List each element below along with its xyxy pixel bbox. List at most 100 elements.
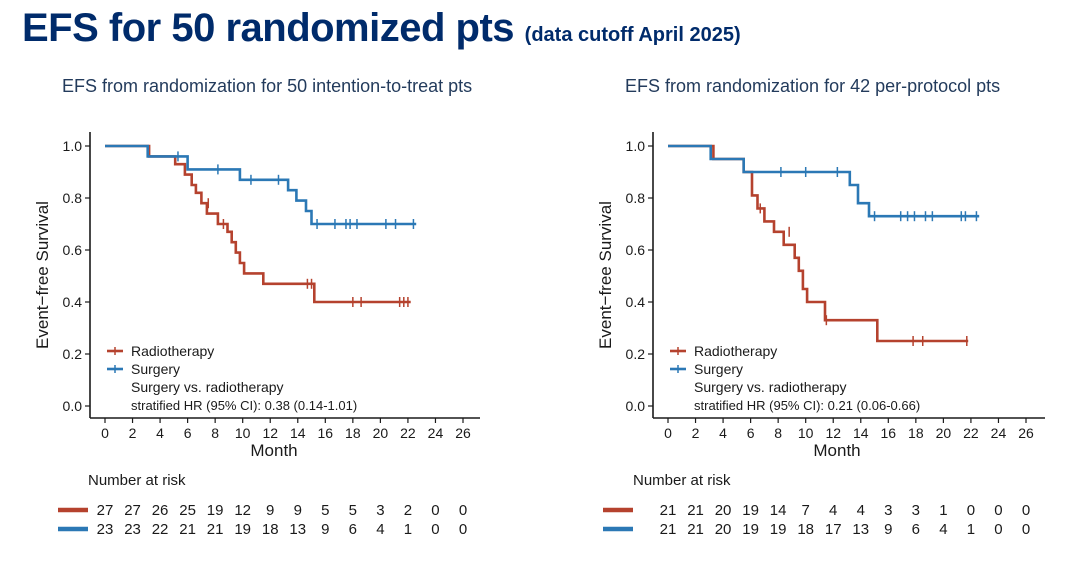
risk-value-radiotherapy: 27	[97, 502, 114, 519]
risk-value-radiotherapy: 0	[431, 502, 439, 519]
x-tick-label: 4	[156, 425, 164, 441]
km-line-surgery	[668, 144, 980, 218]
legend-label-surgery: Surgery	[694, 361, 743, 377]
risk-value-surgery: 18	[797, 521, 814, 538]
y-tick-label: 0.6	[626, 242, 646, 258]
y-tick-label: 0.8	[626, 190, 646, 206]
legend-label-radiotherapy: Radiotherapy	[694, 343, 777, 359]
km-line-surgery	[105, 144, 417, 226]
risk-value-surgery: 4	[376, 521, 384, 538]
x-tick-label: 16	[881, 425, 897, 441]
risk-value-radiotherapy: 0	[459, 502, 467, 519]
risk-value-radiotherapy: 21	[687, 502, 704, 519]
x-tick-label: 22	[400, 425, 416, 441]
risk-value-radiotherapy: 12	[234, 502, 251, 519]
y-axis-label: Event−free Survival	[33, 201, 52, 349]
y-tick-label: 1.0	[63, 138, 83, 154]
x-tick-label: 26	[1018, 425, 1034, 441]
hr-annotation: stratified HR (95% CI): 0.21 (0.06-0.66)	[694, 398, 920, 413]
risk-value-radiotherapy: 20	[715, 502, 732, 519]
hr-annotation: Surgery vs. radiotherapy	[694, 379, 847, 395]
y-tick-label: 0.0	[626, 398, 646, 414]
risk-value-surgery: 20	[715, 521, 732, 538]
y-axis-label: Event−free Survival	[596, 201, 615, 349]
risk-value-radiotherapy: 9	[266, 502, 274, 519]
x-tick-label: 8	[774, 425, 782, 441]
risk-value-surgery: 21	[687, 521, 704, 538]
x-tick-label: 10	[235, 425, 251, 441]
risk-value-radiotherapy: 5	[321, 502, 329, 519]
y-tick-label: 0.8	[63, 190, 83, 206]
risk-value-radiotherapy: 19	[742, 502, 759, 519]
y-tick-label: 0.4	[63, 294, 83, 310]
risk-value-radiotherapy: 7	[802, 502, 810, 519]
x-axis-label: Month	[813, 441, 860, 460]
risk-value-radiotherapy: 3	[376, 502, 384, 519]
risk-value-surgery: 23	[124, 521, 141, 538]
risk-value-surgery: 0	[431, 521, 439, 538]
risk-value-surgery: 21	[179, 521, 196, 538]
x-tick-label: 2	[692, 425, 700, 441]
slide-subtitle: (data cutoff April 2025)	[524, 24, 741, 46]
panel-title-itt: EFS from randomization for 50 intention-…	[62, 76, 473, 96]
risk-value-radiotherapy: 14	[770, 502, 787, 519]
risk-value-surgery: 4	[939, 521, 947, 538]
y-tick-label: 1.0	[626, 138, 646, 154]
risk-value-surgery: 21	[207, 521, 224, 538]
risk-value-surgery: 1	[967, 521, 975, 538]
risk-value-surgery: 13	[289, 521, 306, 538]
x-tick-label: 18	[345, 425, 361, 441]
risk-value-radiotherapy: 27	[124, 502, 141, 519]
x-tick-label: 2	[129, 425, 137, 441]
risk-value-radiotherapy: 2	[404, 502, 412, 519]
x-tick-label: 4	[719, 425, 727, 441]
risk-value-radiotherapy: 21	[660, 502, 677, 519]
risk-value-surgery: 0	[994, 521, 1002, 538]
x-axis-label: Month	[250, 441, 297, 460]
risk-value-radiotherapy: 9	[294, 502, 302, 519]
x-tick-label: 18	[908, 425, 924, 441]
x-tick-label: 20	[936, 425, 952, 441]
y-tick-label: 0.2	[63, 346, 83, 362]
risk-value-radiotherapy: 19	[207, 502, 224, 519]
x-tick-label: 10	[798, 425, 814, 441]
risk-value-surgery: 22	[152, 521, 169, 538]
risk-value-surgery: 1	[404, 521, 412, 538]
x-tick-label: 8	[211, 425, 219, 441]
risk-value-radiotherapy: 26	[152, 502, 169, 519]
risk-value-radiotherapy: 0	[967, 502, 975, 519]
risk-value-surgery: 9	[321, 521, 329, 538]
x-tick-label: 12	[262, 425, 278, 441]
risk-value-surgery: 0	[459, 521, 467, 538]
risk-value-radiotherapy: 4	[829, 502, 837, 519]
hr-annotation: Surgery vs. radiotherapy	[131, 379, 284, 395]
x-tick-label: 12	[825, 425, 841, 441]
risk-value-radiotherapy: 3	[884, 502, 892, 519]
risk-value-radiotherapy: 25	[179, 502, 196, 519]
km-line-radiotherapy	[105, 144, 411, 304]
risk-value-surgery: 0	[1022, 521, 1030, 538]
x-tick-label: 24	[991, 425, 1007, 441]
y-tick-label: 0.6	[63, 242, 83, 258]
x-tick-label: 22	[963, 425, 979, 441]
risk-value-surgery: 6	[349, 521, 357, 538]
km-line-radiotherapy	[668, 144, 969, 343]
y-tick-label: 0.0	[63, 398, 83, 414]
x-tick-label: 0	[101, 425, 109, 441]
slide-title-main: EFS for 50 randomized pts	[22, 6, 515, 50]
risk-value-radiotherapy: 5	[349, 502, 357, 519]
x-tick-label: 16	[318, 425, 334, 441]
chart-itt: 0.00.20.40.60.81.00 2 4 6 8 10 12 14 16 18 20 22 24 2…	[33, 132, 480, 538]
x-tick-label: 24	[428, 425, 444, 441]
x-tick-label: 26	[455, 425, 471, 441]
risk-value-surgery: 9	[884, 521, 892, 538]
risk-value-radiotherapy: 1	[939, 502, 947, 519]
risk-value-radiotherapy: 0	[1022, 502, 1030, 519]
slide-title: EFS for 50 randomized pts (data cutoff A…	[22, 6, 741, 51]
x-tick-label: 20	[373, 425, 389, 441]
risk-value-radiotherapy: 3	[912, 502, 920, 519]
x-tick-label: 14	[853, 425, 869, 441]
risk-value-surgery: 23	[97, 521, 114, 538]
y-tick-label: 0.4	[626, 294, 646, 310]
hr-annotation: stratified HR (95% CI): 0.38 (0.14-1.01)	[131, 398, 357, 413]
